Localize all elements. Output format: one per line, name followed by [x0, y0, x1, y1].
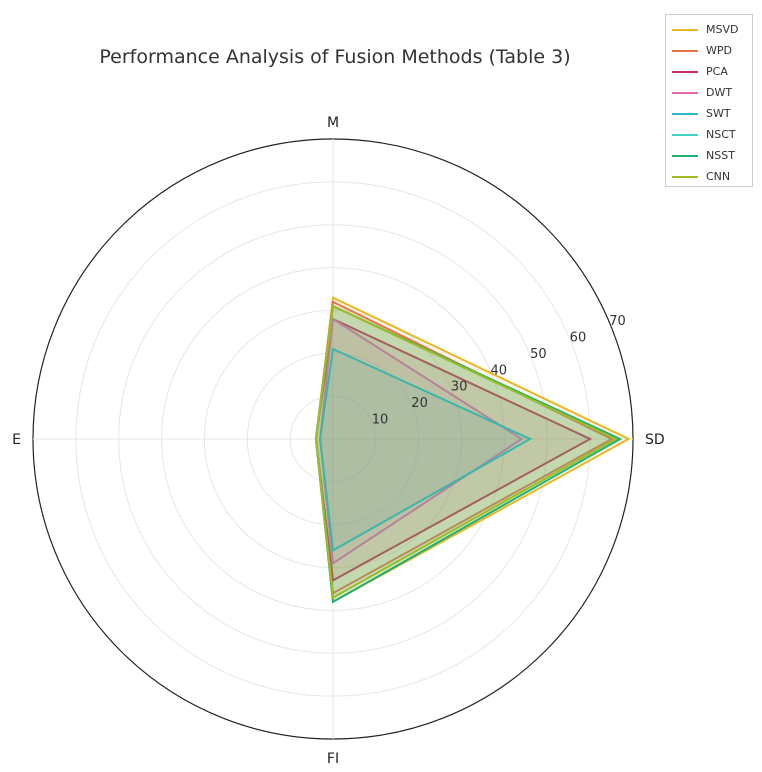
legend-swatch [672, 133, 698, 136]
axis-label-m: M [327, 115, 339, 131]
legend-item-wpd: WPD [672, 40, 752, 61]
legend-label: NSCT [706, 128, 736, 141]
legend-swatch [672, 28, 698, 31]
legend-item-nsct: NSCT [672, 124, 752, 145]
series-swt [319, 347, 533, 553]
legend-label: WPD [706, 44, 732, 57]
legend-label: NSST [706, 149, 735, 162]
legend-swatch [672, 70, 698, 73]
r-tick-label-50: 50 [530, 347, 547, 362]
series-dwt [319, 317, 524, 566]
axis-label-sd: SD [645, 432, 665, 448]
legend-item-nsst: NSST [672, 145, 752, 166]
chart-title: Performance Analysis of Fusion Methods (… [99, 46, 571, 68]
legend-swatch [672, 154, 698, 157]
legend-item-pca: PCA [672, 61, 752, 82]
legend-label: SWT [706, 107, 731, 120]
legend-label: CNN [706, 170, 731, 183]
r-tick-label-40: 40 [490, 363, 507, 378]
r-tick-label-30: 30 [451, 380, 468, 395]
legend-label: PCA [706, 65, 728, 78]
legend-item-cnn: CNN [672, 166, 752, 187]
legend: MSVD WPD PCA DWT SWT NSCT NSST CNN [665, 14, 753, 187]
legend-item-swt: SWT [672, 103, 752, 124]
legend-label: DWT [706, 86, 733, 99]
legend-label: MSVD [706, 23, 739, 36]
axis-label-e: E [12, 432, 21, 448]
legend-swatch [672, 49, 698, 52]
legend-swatch [672, 112, 698, 115]
r-tick-label-10: 10 [372, 413, 389, 428]
legend-item-msvd: MSVD [672, 19, 752, 40]
r-tick-label-70: 70 [609, 314, 626, 329]
legend-swatch [672, 91, 698, 94]
r-tick-label-20: 20 [411, 396, 428, 411]
legend-item-dwt: DWT [672, 82, 752, 103]
r-tick-label-60: 60 [570, 331, 587, 346]
legend-swatch [672, 175, 698, 178]
series-cnn [314, 304, 619, 600]
axis-label-fi: FI [327, 751, 339, 767]
